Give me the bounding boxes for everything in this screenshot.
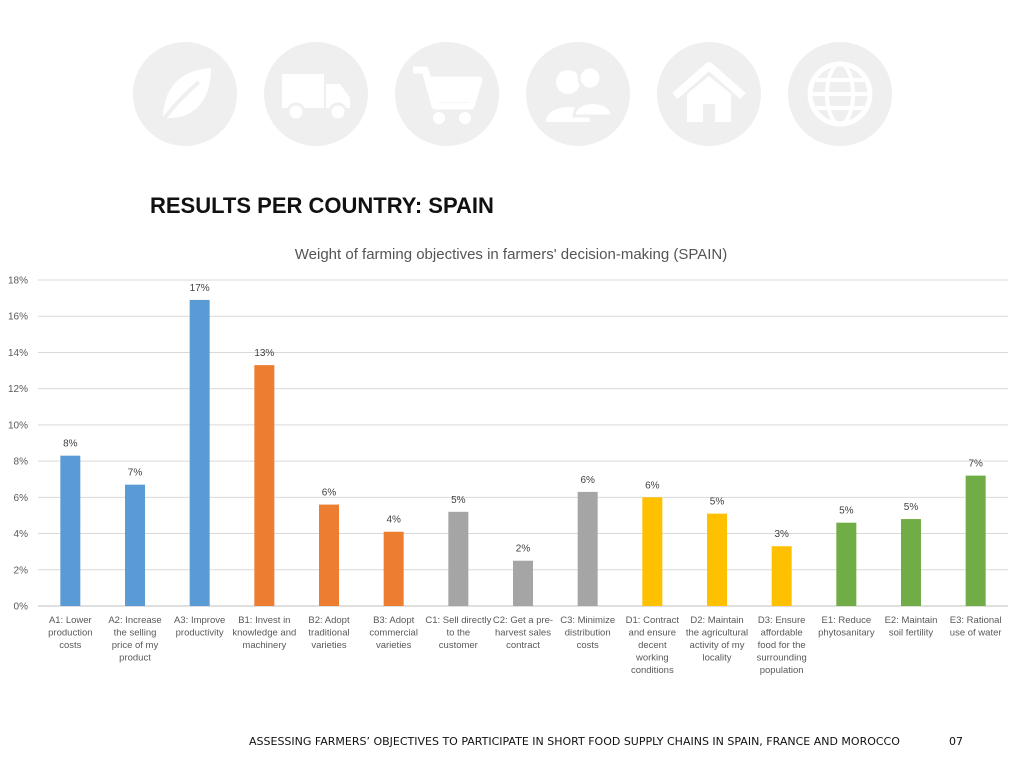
home-icon — [657, 42, 761, 146]
category-label: A3: Improve productivity — [174, 615, 225, 639]
category-label: D1: Contract and ensure decent working condi… — [626, 615, 680, 676]
data-label: 4% — [386, 515, 401, 526]
leaf-icon — [133, 42, 237, 146]
bar — [319, 505, 339, 606]
data-label: 6% — [580, 475, 595, 486]
bar — [254, 365, 274, 606]
bar-chart: Weight of farming objectives in farmers'… — [0, 235, 1024, 685]
category-label: B1: Invest in knowledge and machinery — [232, 615, 296, 651]
data-label: 7% — [968, 459, 983, 470]
bar — [901, 519, 921, 606]
bar — [707, 514, 727, 606]
y-tick-label: 0% — [14, 602, 29, 613]
y-tick-label: 16% — [8, 312, 28, 323]
y-tick-label: 6% — [14, 493, 29, 504]
data-label: 6% — [645, 480, 660, 491]
category-label: D3: Ensure affordable food for the surround… — [757, 615, 807, 676]
bar — [836, 523, 856, 606]
cart-icon — [395, 42, 499, 146]
bar — [190, 300, 210, 606]
y-axis-ticks: 0% 2% 4% 6% 8% 10% 12% 14% 16% 18% — [8, 276, 28, 613]
category-label: C3: Minimize distribution costs — [560, 615, 615, 651]
y-tick-label: 2% — [14, 565, 29, 576]
data-label: 6% — [322, 488, 337, 499]
category-label: A2: Increase the selling price of my produc… — [108, 615, 161, 664]
people-icon — [526, 42, 630, 146]
icon-row — [133, 42, 893, 146]
bar — [448, 512, 468, 606]
category-labels: A1: Lower production costs A2: Increase the … — [48, 615, 1001, 676]
bar — [513, 561, 533, 606]
data-label: 5% — [451, 495, 466, 506]
category-label: B3: Adopt commercial varieties — [369, 615, 418, 651]
gridlines — [38, 280, 1008, 606]
slide-title: RESULTS PER COUNTRY: SPAIN — [150, 193, 494, 219]
y-tick-label: 12% — [8, 384, 28, 395]
category-label: B2: Adopt traditional varieties — [308, 615, 350, 651]
bar — [642, 497, 662, 606]
category-label: E1: Reduce phytosanitary — [818, 615, 875, 639]
data-label: 5% — [839, 506, 854, 517]
globe-icon — [788, 42, 892, 146]
category-label: E3: Rational use of water — [950, 615, 1002, 639]
chart-title: Weight of farming objectives in farmers'… — [295, 246, 727, 263]
page-number: 07 — [949, 735, 963, 748]
data-label: 13% — [254, 348, 274, 359]
y-tick-label: 8% — [14, 457, 29, 468]
bar — [966, 476, 986, 606]
bar — [125, 485, 145, 606]
truck-icon — [264, 42, 368, 146]
category-label: C2: Get a pre-harvest sales contract — [493, 615, 553, 651]
data-label: 7% — [128, 468, 143, 479]
data-label: 17% — [190, 283, 210, 294]
category-label: D2: Maintain the agricultural activity of … — [686, 615, 748, 664]
y-tick-label: 10% — [8, 420, 28, 431]
bars — [60, 300, 985, 606]
category-label: C1: Sell directly to the customer — [425, 615, 491, 651]
footer-text: ASSESSING FARMERS’ OBJECTIVES TO PARTICI… — [249, 735, 900, 748]
data-label: 3% — [774, 529, 789, 540]
bar — [60, 456, 80, 606]
category-label: E2: Maintain soil fertility — [885, 615, 938, 639]
category-label: A1: Lower production costs — [48, 615, 92, 651]
y-tick-label: 4% — [14, 529, 29, 540]
bar — [578, 492, 598, 606]
y-tick-label: 14% — [8, 348, 28, 359]
data-label: 5% — [904, 502, 919, 513]
y-tick-label: 18% — [8, 276, 28, 287]
data-label: 5% — [710, 497, 725, 508]
bar — [384, 532, 404, 606]
data-label: 8% — [63, 439, 78, 450]
bar — [772, 546, 792, 606]
data-label: 2% — [516, 544, 531, 555]
